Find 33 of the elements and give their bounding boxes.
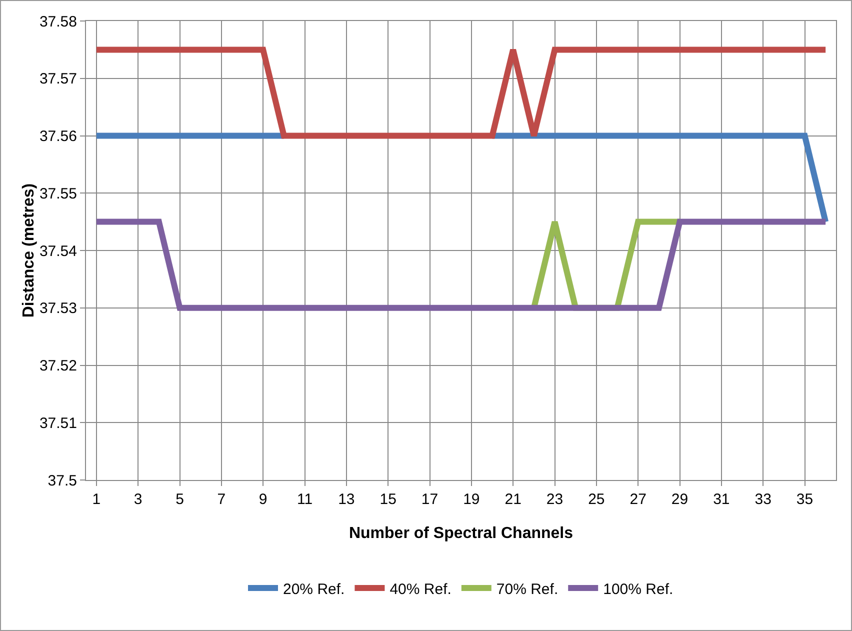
x-tick-label: 7 (217, 491, 226, 508)
x-axis-title: Number of Spectral Channels (348, 525, 574, 542)
y-tick-label: 37.58 (39, 13, 77, 30)
x-tick-label: 17 (421, 491, 438, 508)
x-tick-label: 3 (134, 491, 142, 508)
x-tick-label: 9 (258, 491, 268, 508)
x-tick-label: 21 (504, 491, 522, 508)
y-axis-title: Distance (metres) (20, 183, 38, 318)
legend-label: 70% Ref. (496, 580, 558, 598)
x-tick-label: 25 (588, 491, 605, 508)
y-tick-label: 37.57 (39, 70, 77, 88)
y-tick-label: 37.51 (39, 414, 77, 432)
y-tick-label: 37.56 (39, 128, 77, 145)
legend-label: 20% Ref. (283, 580, 345, 598)
y-tick-label: 37.5 (48, 472, 77, 490)
y-tick-label: 37.52 (39, 358, 77, 374)
x-tick-label: 27 (630, 491, 646, 508)
x-tick-label: 11 (296, 491, 313, 508)
x-tick-label: 23 (546, 491, 564, 508)
x-tick-label: 31 (713, 491, 730, 508)
x-tick-label: 19 (463, 491, 480, 508)
y-tick-label: 37.55 (39, 185, 77, 202)
y-tick-label: 37.53 (39, 300, 77, 318)
x-tick-label: 35 (796, 491, 814, 508)
x-tick-label: 29 (671, 491, 688, 508)
x-tick-label: 33 (754, 491, 772, 508)
x-tick-label: 13 (338, 491, 355, 508)
legend-label: 100% Ref. (603, 580, 674, 598)
y-tick-label: 37.54 (39, 242, 77, 260)
legend-label: 40% Ref. (390, 580, 452, 598)
x-tick-label: 5 (176, 491, 184, 508)
x-tick-label: 1 (92, 491, 101, 508)
x-tick-label: 15 (380, 491, 396, 508)
